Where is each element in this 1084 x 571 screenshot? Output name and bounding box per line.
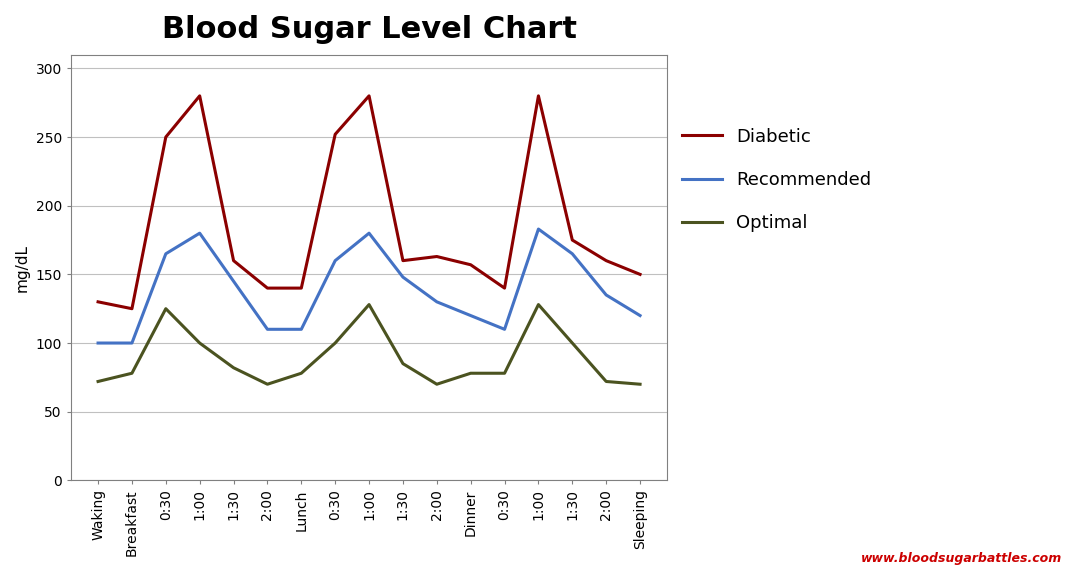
Diabetic <box>498 285 511 292</box>
Optimal <box>430 381 443 388</box>
Diabetic <box>532 93 545 99</box>
Title: Blood Sugar Level Chart: Blood Sugar Level Chart <box>162 15 577 44</box>
Optimal <box>397 360 410 367</box>
Diabetic <box>566 236 579 243</box>
Recommended <box>328 257 341 264</box>
Line: Diabetic: Diabetic <box>98 96 640 309</box>
Diabetic <box>261 285 274 292</box>
Recommended <box>498 326 511 333</box>
Diabetic <box>430 253 443 260</box>
Diabetic <box>362 93 375 99</box>
Optimal <box>362 301 375 308</box>
Line: Optimal: Optimal <box>98 304 640 384</box>
Recommended <box>126 340 139 347</box>
Recommended <box>362 230 375 236</box>
Recommended <box>193 230 206 236</box>
Diabetic <box>126 305 139 312</box>
Optimal <box>295 370 308 377</box>
Optimal <box>261 381 274 388</box>
Diabetic <box>193 93 206 99</box>
Recommended <box>295 326 308 333</box>
Recommended <box>430 299 443 305</box>
Optimal <box>193 340 206 347</box>
Optimal <box>227 364 240 371</box>
Recommended <box>633 312 646 319</box>
Diabetic <box>328 131 341 138</box>
Recommended <box>532 226 545 232</box>
Optimal <box>126 370 139 377</box>
Optimal <box>328 340 341 347</box>
Recommended <box>227 278 240 285</box>
Y-axis label: mg/dL: mg/dL <box>15 243 30 292</box>
Optimal <box>91 378 104 385</box>
Diabetic <box>633 271 646 278</box>
Optimal <box>566 340 579 347</box>
Line: Recommended: Recommended <box>98 229 640 343</box>
Legend: Diabetic, Recommended, Optimal: Diabetic, Recommended, Optimal <box>682 127 872 232</box>
Optimal <box>159 305 172 312</box>
Recommended <box>464 312 477 319</box>
Recommended <box>159 250 172 257</box>
Recommended <box>397 274 410 280</box>
Recommended <box>91 340 104 347</box>
Recommended <box>566 250 579 257</box>
Diabetic <box>295 285 308 292</box>
Text: www.bloodsugarbattles.com: www.bloodsugarbattles.com <box>861 552 1062 565</box>
Optimal <box>633 381 646 388</box>
Diabetic <box>159 134 172 140</box>
Optimal <box>532 301 545 308</box>
Diabetic <box>397 257 410 264</box>
Recommended <box>261 326 274 333</box>
Optimal <box>498 370 511 377</box>
Diabetic <box>599 257 612 264</box>
Diabetic <box>464 262 477 268</box>
Optimal <box>464 370 477 377</box>
Optimal <box>599 378 612 385</box>
Diabetic <box>91 299 104 305</box>
Recommended <box>599 292 612 299</box>
Diabetic <box>227 257 240 264</box>
